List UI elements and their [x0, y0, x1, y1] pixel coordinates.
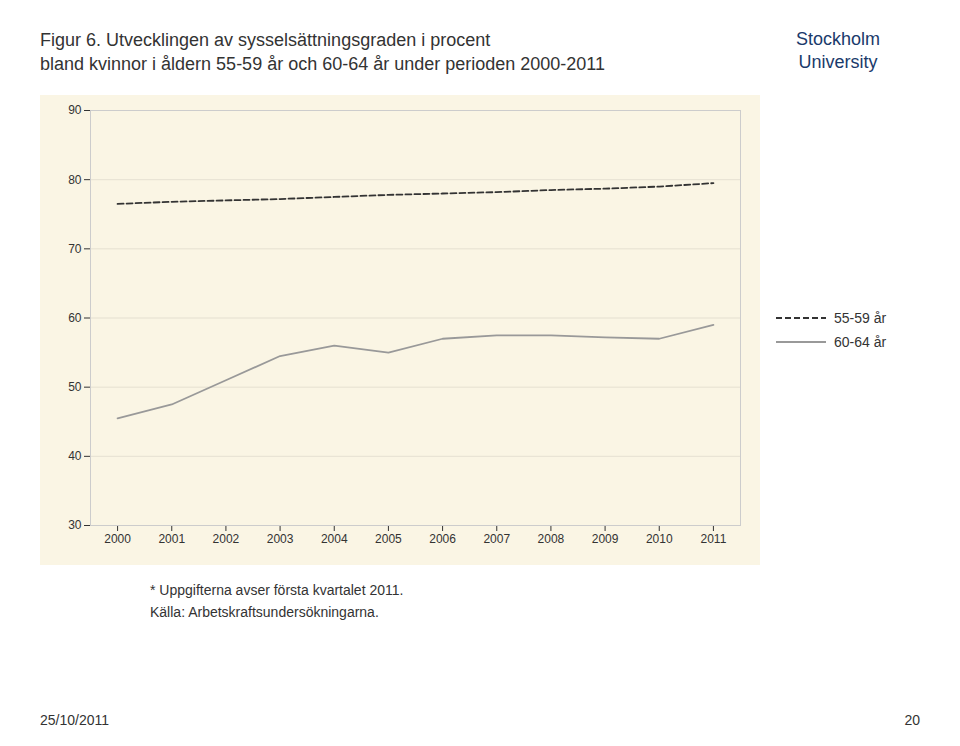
html-text:20: 20: [904, 712, 920, 728]
html-text:bland kvinnor i åldern 55-59 å: bland kvinnor i åldern 55-59 år och 60-6…: [40, 54, 606, 75]
svg-text:2007: 2007: [483, 532, 510, 546]
svg-text:2010: 2010: [646, 532, 673, 546]
html-text:25/10/2011: 25/10/2011: [40, 712, 109, 728]
svg-text:2001: 2001: [158, 532, 185, 546]
svg-text:2011: 2011: [701, 532, 727, 546]
svg-text:2006: 2006: [429, 532, 456, 546]
svg-text:70: 70: [68, 241, 82, 255]
html-text:60-64 år: 60-64 år: [834, 333, 887, 350]
svg-text:2009: 2009: [592, 532, 619, 546]
html-text:* Uppgifterna avser första kva: * Uppgifterna avser första kvartalet 201…: [150, 581, 404, 598]
svg-text:2004: 2004: [321, 532, 348, 546]
svg-text:2000: 2000: [104, 532, 131, 546]
html-text:University: University: [798, 52, 878, 73]
svg-text:30: 30: [68, 518, 82, 532]
svg-text:50: 50: [68, 380, 82, 394]
svg-text:2003: 2003: [267, 532, 294, 546]
svg-text:2008: 2008: [538, 532, 565, 546]
svg-text:2005: 2005: [375, 532, 402, 546]
html-text:55-59 år: 55-59 år: [834, 309, 887, 326]
html-text:Stockholm: Stockholm: [796, 29, 880, 49]
svg-text:40: 40: [68, 449, 82, 463]
svg-text:60: 60: [68, 310, 82, 324]
svg-text:80: 80: [68, 172, 82, 186]
html-text:Källa: Arbetskraftsundersöknin: Källa: Arbetskraftsundersökningarna.: [150, 604, 379, 620]
svg-text:2002: 2002: [213, 532, 240, 546]
svg-text:90: 90: [68, 103, 82, 117]
html-text:Figur 6. Utvecklingen av sysse: Figur 6. Utvecklingen av sysselsättnings…: [40, 30, 491, 50]
